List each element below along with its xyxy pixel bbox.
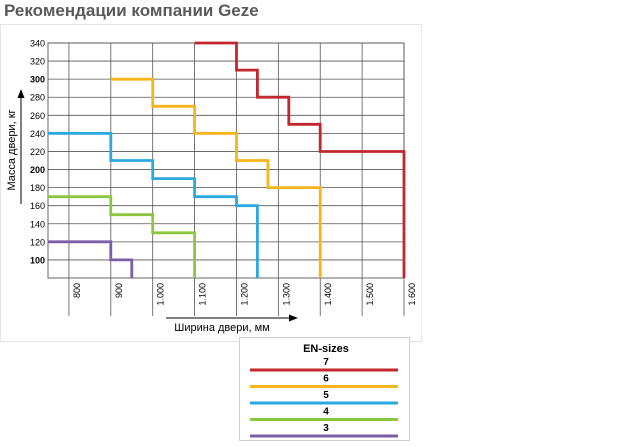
y-axis-arrowhead [17,89,25,98]
plot-area [47,42,405,279]
y-tick-label: 120 [30,237,45,247]
x-axis-arrowhead [289,314,298,322]
series-line-6 [110,77,322,278]
y-tick-label: 160 [30,201,45,211]
y-tick-label: 220 [30,147,45,157]
x-tick-label: 1.500 [365,283,375,306]
y-axis-ticks: 100 120 140 160 180 200 220 240 260 280 300 320 340 [30,39,45,266]
legend-label: 4 [323,407,329,418]
x-tick-label: 1.000 [156,283,166,306]
y-tick-label: 140 [30,219,45,229]
series-line-4 [48,195,197,278]
series-line-7 [194,41,406,278]
x-axis-ticks: 800 900 1.000 1.100 1.200 1.300 1.400 1.500 1.60… [72,283,417,306]
legend-label: 7 [323,357,329,368]
legend-svg: EN-sizes 7 6 5 4 3 [250,343,398,438]
x-tick-label: 900 [114,283,124,298]
y-tick-label: 240 [30,129,45,139]
series-line-3 [48,240,134,278]
x-tick-label: 800 [72,283,82,298]
page-title: Рекомендации компании Geze [4,1,259,20]
legend-label: 5 [323,390,329,401]
legend-items: 7 6 5 4 3 [250,357,398,438]
y-tick-label: 260 [30,111,45,121]
series-line-5 [48,131,259,278]
x-tick-label: 1.100 [198,283,208,306]
x-tick-label: 1.200 [239,283,249,306]
legend-label: 6 [323,374,329,385]
legend-title: EN-sizes [303,343,349,355]
y-tick-label: 300 [30,75,45,85]
y-tick-label: 100 [30,255,45,265]
y-tick-label: 340 [30,39,45,49]
y-tick-label: 200 [30,165,45,175]
x-tick-label: 1.300 [281,283,291,306]
y-tick-label: 280 [30,93,45,103]
legend-label: 3 [323,423,329,434]
series-layer [48,41,406,278]
y-tick-label: 180 [30,183,45,193]
x-axis-label: Ширина двери, мм [174,322,270,334]
x-tick-label: 1.400 [323,283,333,306]
x-tick-label: 1.600 [407,283,417,306]
legend: EN-sizes 7 6 5 4 3 [239,337,410,441]
y-axis-label: Масса двери, кг [6,109,18,190]
y-tick-label: 320 [30,57,45,67]
